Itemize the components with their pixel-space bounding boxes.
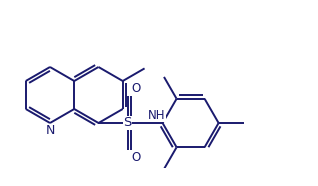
Text: O: O xyxy=(132,151,141,164)
Text: S: S xyxy=(123,116,132,129)
Text: NH: NH xyxy=(148,109,166,122)
Text: N: N xyxy=(45,124,55,137)
Text: O: O xyxy=(132,82,141,95)
